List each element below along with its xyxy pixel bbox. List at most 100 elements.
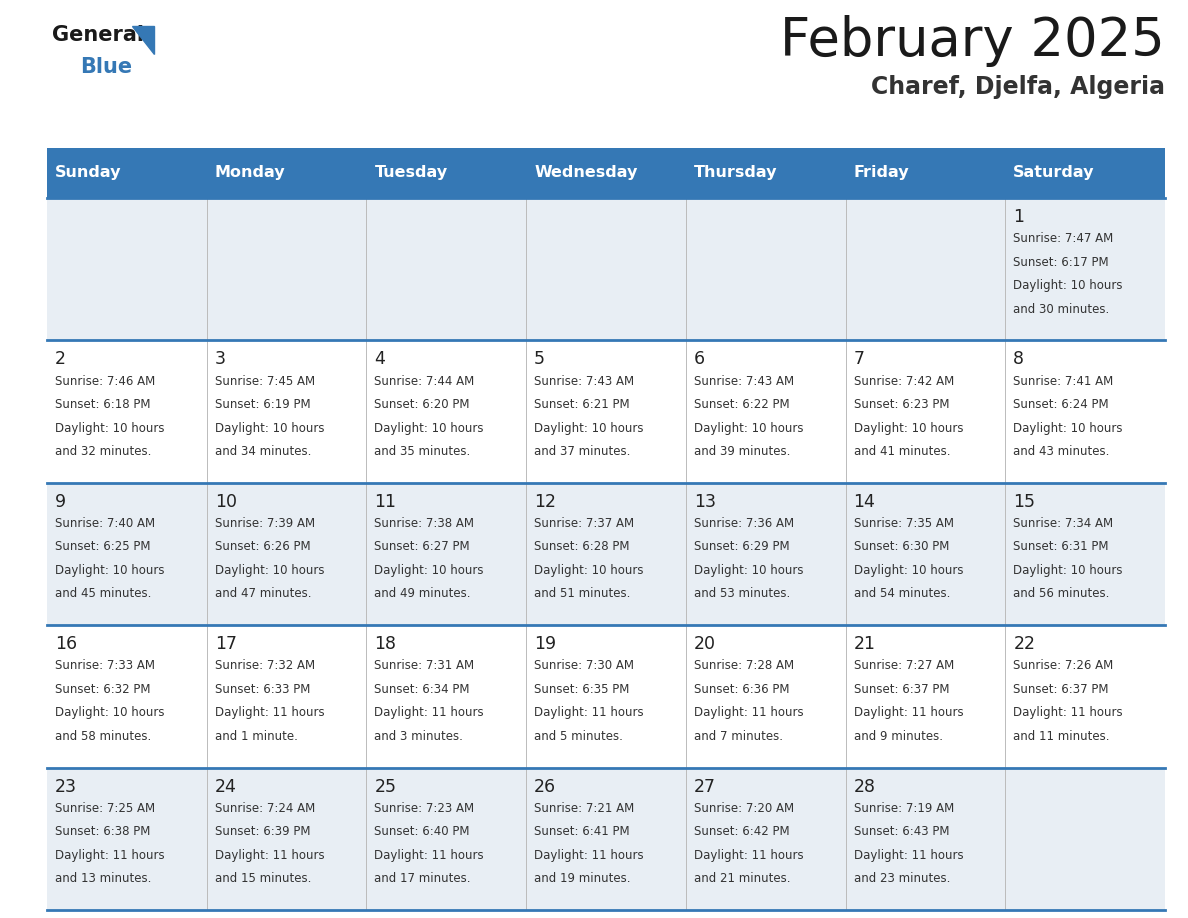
Text: and 21 minutes.: and 21 minutes. <box>694 872 790 885</box>
Text: and 35 minutes.: and 35 minutes. <box>374 445 470 458</box>
Text: Thursday: Thursday <box>694 165 777 181</box>
Text: Sunset: 6:26 PM: Sunset: 6:26 PM <box>215 541 310 554</box>
Text: Sunset: 6:35 PM: Sunset: 6:35 PM <box>535 683 630 696</box>
Text: 24: 24 <box>215 778 236 796</box>
Text: Sunset: 6:40 PM: Sunset: 6:40 PM <box>374 825 470 838</box>
Text: Sunrise: 7:21 AM: Sunrise: 7:21 AM <box>535 801 634 815</box>
Text: Daylight: 10 hours: Daylight: 10 hours <box>1013 279 1123 292</box>
Text: and 30 minutes.: and 30 minutes. <box>1013 303 1110 316</box>
Text: Sunset: 6:31 PM: Sunset: 6:31 PM <box>1013 541 1108 554</box>
Text: and 51 minutes.: and 51 minutes. <box>535 588 631 600</box>
Text: Sunrise: 7:32 AM: Sunrise: 7:32 AM <box>215 659 315 672</box>
Text: Saturday: Saturday <box>1013 165 1095 181</box>
Text: Sunrise: 7:42 AM: Sunrise: 7:42 AM <box>853 375 954 387</box>
Text: Sunset: 6:29 PM: Sunset: 6:29 PM <box>694 541 790 554</box>
Text: Sunrise: 7:31 AM: Sunrise: 7:31 AM <box>374 659 474 672</box>
Text: Sunrise: 7:40 AM: Sunrise: 7:40 AM <box>55 517 156 530</box>
Text: Daylight: 10 hours: Daylight: 10 hours <box>853 421 963 434</box>
Text: and 7 minutes.: and 7 minutes. <box>694 730 783 743</box>
Text: and 17 minutes.: and 17 minutes. <box>374 872 470 885</box>
Text: 3: 3 <box>215 351 226 368</box>
Text: and 5 minutes.: and 5 minutes. <box>535 730 623 743</box>
Text: Sunset: 6:37 PM: Sunset: 6:37 PM <box>1013 683 1108 696</box>
Text: 15: 15 <box>1013 493 1035 510</box>
Text: 11: 11 <box>374 493 397 510</box>
Text: and 56 minutes.: and 56 minutes. <box>1013 588 1110 600</box>
Bar <box>48 625 1165 767</box>
Text: Sunset: 6:23 PM: Sunset: 6:23 PM <box>853 398 949 411</box>
Text: 23: 23 <box>55 778 77 796</box>
Text: Sunset: 6:20 PM: Sunset: 6:20 PM <box>374 398 470 411</box>
Text: Sunrise: 7:34 AM: Sunrise: 7:34 AM <box>1013 517 1113 530</box>
Text: and 47 minutes.: and 47 minutes. <box>215 588 311 600</box>
Text: 20: 20 <box>694 635 716 654</box>
Text: Blue: Blue <box>80 57 132 77</box>
Text: Sunrise: 7:46 AM: Sunrise: 7:46 AM <box>55 375 156 387</box>
Text: Sunrise: 7:43 AM: Sunrise: 7:43 AM <box>535 375 634 387</box>
Text: Sunset: 6:22 PM: Sunset: 6:22 PM <box>694 398 790 411</box>
Text: Monday: Monday <box>215 165 285 181</box>
Text: Sunset: 6:41 PM: Sunset: 6:41 PM <box>535 825 630 838</box>
Text: Daylight: 10 hours: Daylight: 10 hours <box>1013 421 1123 434</box>
Text: 25: 25 <box>374 778 397 796</box>
Text: Sunset: 6:18 PM: Sunset: 6:18 PM <box>55 398 151 411</box>
Text: Sunrise: 7:20 AM: Sunrise: 7:20 AM <box>694 801 794 815</box>
Text: and 11 minutes.: and 11 minutes. <box>1013 730 1110 743</box>
Text: Sunrise: 7:33 AM: Sunrise: 7:33 AM <box>55 659 154 672</box>
Text: and 19 minutes.: and 19 minutes. <box>535 872 631 885</box>
Text: Sunset: 6:34 PM: Sunset: 6:34 PM <box>374 683 470 696</box>
Text: Daylight: 10 hours: Daylight: 10 hours <box>694 421 803 434</box>
Text: Sunrise: 7:24 AM: Sunrise: 7:24 AM <box>215 801 315 815</box>
Text: and 23 minutes.: and 23 minutes. <box>853 872 950 885</box>
Text: and 43 minutes.: and 43 minutes. <box>1013 445 1110 458</box>
Text: Daylight: 11 hours: Daylight: 11 hours <box>853 706 963 720</box>
Text: 1: 1 <box>1013 208 1024 226</box>
Text: 5: 5 <box>535 351 545 368</box>
Text: Sunset: 6:19 PM: Sunset: 6:19 PM <box>215 398 310 411</box>
Text: Sunrise: 7:25 AM: Sunrise: 7:25 AM <box>55 801 156 815</box>
Text: Sunset: 6:25 PM: Sunset: 6:25 PM <box>55 541 151 554</box>
Text: Daylight: 11 hours: Daylight: 11 hours <box>1013 706 1123 720</box>
Text: 13: 13 <box>694 493 716 510</box>
Text: General: General <box>52 25 144 45</box>
Text: and 45 minutes.: and 45 minutes. <box>55 588 151 600</box>
Text: Sunrise: 7:38 AM: Sunrise: 7:38 AM <box>374 517 474 530</box>
Text: Daylight: 10 hours: Daylight: 10 hours <box>694 564 803 577</box>
Text: and 37 minutes.: and 37 minutes. <box>535 445 631 458</box>
Text: Daylight: 11 hours: Daylight: 11 hours <box>694 706 803 720</box>
Text: Daylight: 10 hours: Daylight: 10 hours <box>535 564 644 577</box>
Text: Sunset: 6:39 PM: Sunset: 6:39 PM <box>215 825 310 838</box>
Text: Wednesday: Wednesday <box>535 165 638 181</box>
Text: Sunset: 6:24 PM: Sunset: 6:24 PM <box>1013 398 1108 411</box>
Text: Sunset: 6:37 PM: Sunset: 6:37 PM <box>853 683 949 696</box>
Text: and 54 minutes.: and 54 minutes. <box>853 588 950 600</box>
Text: 12: 12 <box>535 493 556 510</box>
Text: Sunrise: 7:43 AM: Sunrise: 7:43 AM <box>694 375 794 387</box>
Text: and 58 minutes.: and 58 minutes. <box>55 730 151 743</box>
Text: 4: 4 <box>374 351 385 368</box>
Text: Sunrise: 7:44 AM: Sunrise: 7:44 AM <box>374 375 475 387</box>
Text: Daylight: 11 hours: Daylight: 11 hours <box>374 849 484 862</box>
Text: 10: 10 <box>215 493 236 510</box>
Text: 28: 28 <box>853 778 876 796</box>
Text: Daylight: 11 hours: Daylight: 11 hours <box>215 706 324 720</box>
Text: Sunrise: 7:19 AM: Sunrise: 7:19 AM <box>853 801 954 815</box>
Text: Tuesday: Tuesday <box>374 165 448 181</box>
Text: and 34 minutes.: and 34 minutes. <box>215 445 311 458</box>
Text: Daylight: 11 hours: Daylight: 11 hours <box>374 706 484 720</box>
Text: Daylight: 10 hours: Daylight: 10 hours <box>535 421 644 434</box>
Text: and 3 minutes.: and 3 minutes. <box>374 730 463 743</box>
Text: 18: 18 <box>374 635 397 654</box>
Text: 2: 2 <box>55 351 67 368</box>
Text: 16: 16 <box>55 635 77 654</box>
Text: Daylight: 11 hours: Daylight: 11 hours <box>55 849 165 862</box>
Text: and 39 minutes.: and 39 minutes. <box>694 445 790 458</box>
Text: and 15 minutes.: and 15 minutes. <box>215 872 311 885</box>
Text: and 32 minutes.: and 32 minutes. <box>55 445 151 458</box>
Text: and 49 minutes.: and 49 minutes. <box>374 588 470 600</box>
Text: and 41 minutes.: and 41 minutes. <box>853 445 950 458</box>
Bar <box>48 767 1165 910</box>
Text: Daylight: 11 hours: Daylight: 11 hours <box>215 849 324 862</box>
Text: 19: 19 <box>535 635 556 654</box>
Bar <box>48 198 1165 341</box>
